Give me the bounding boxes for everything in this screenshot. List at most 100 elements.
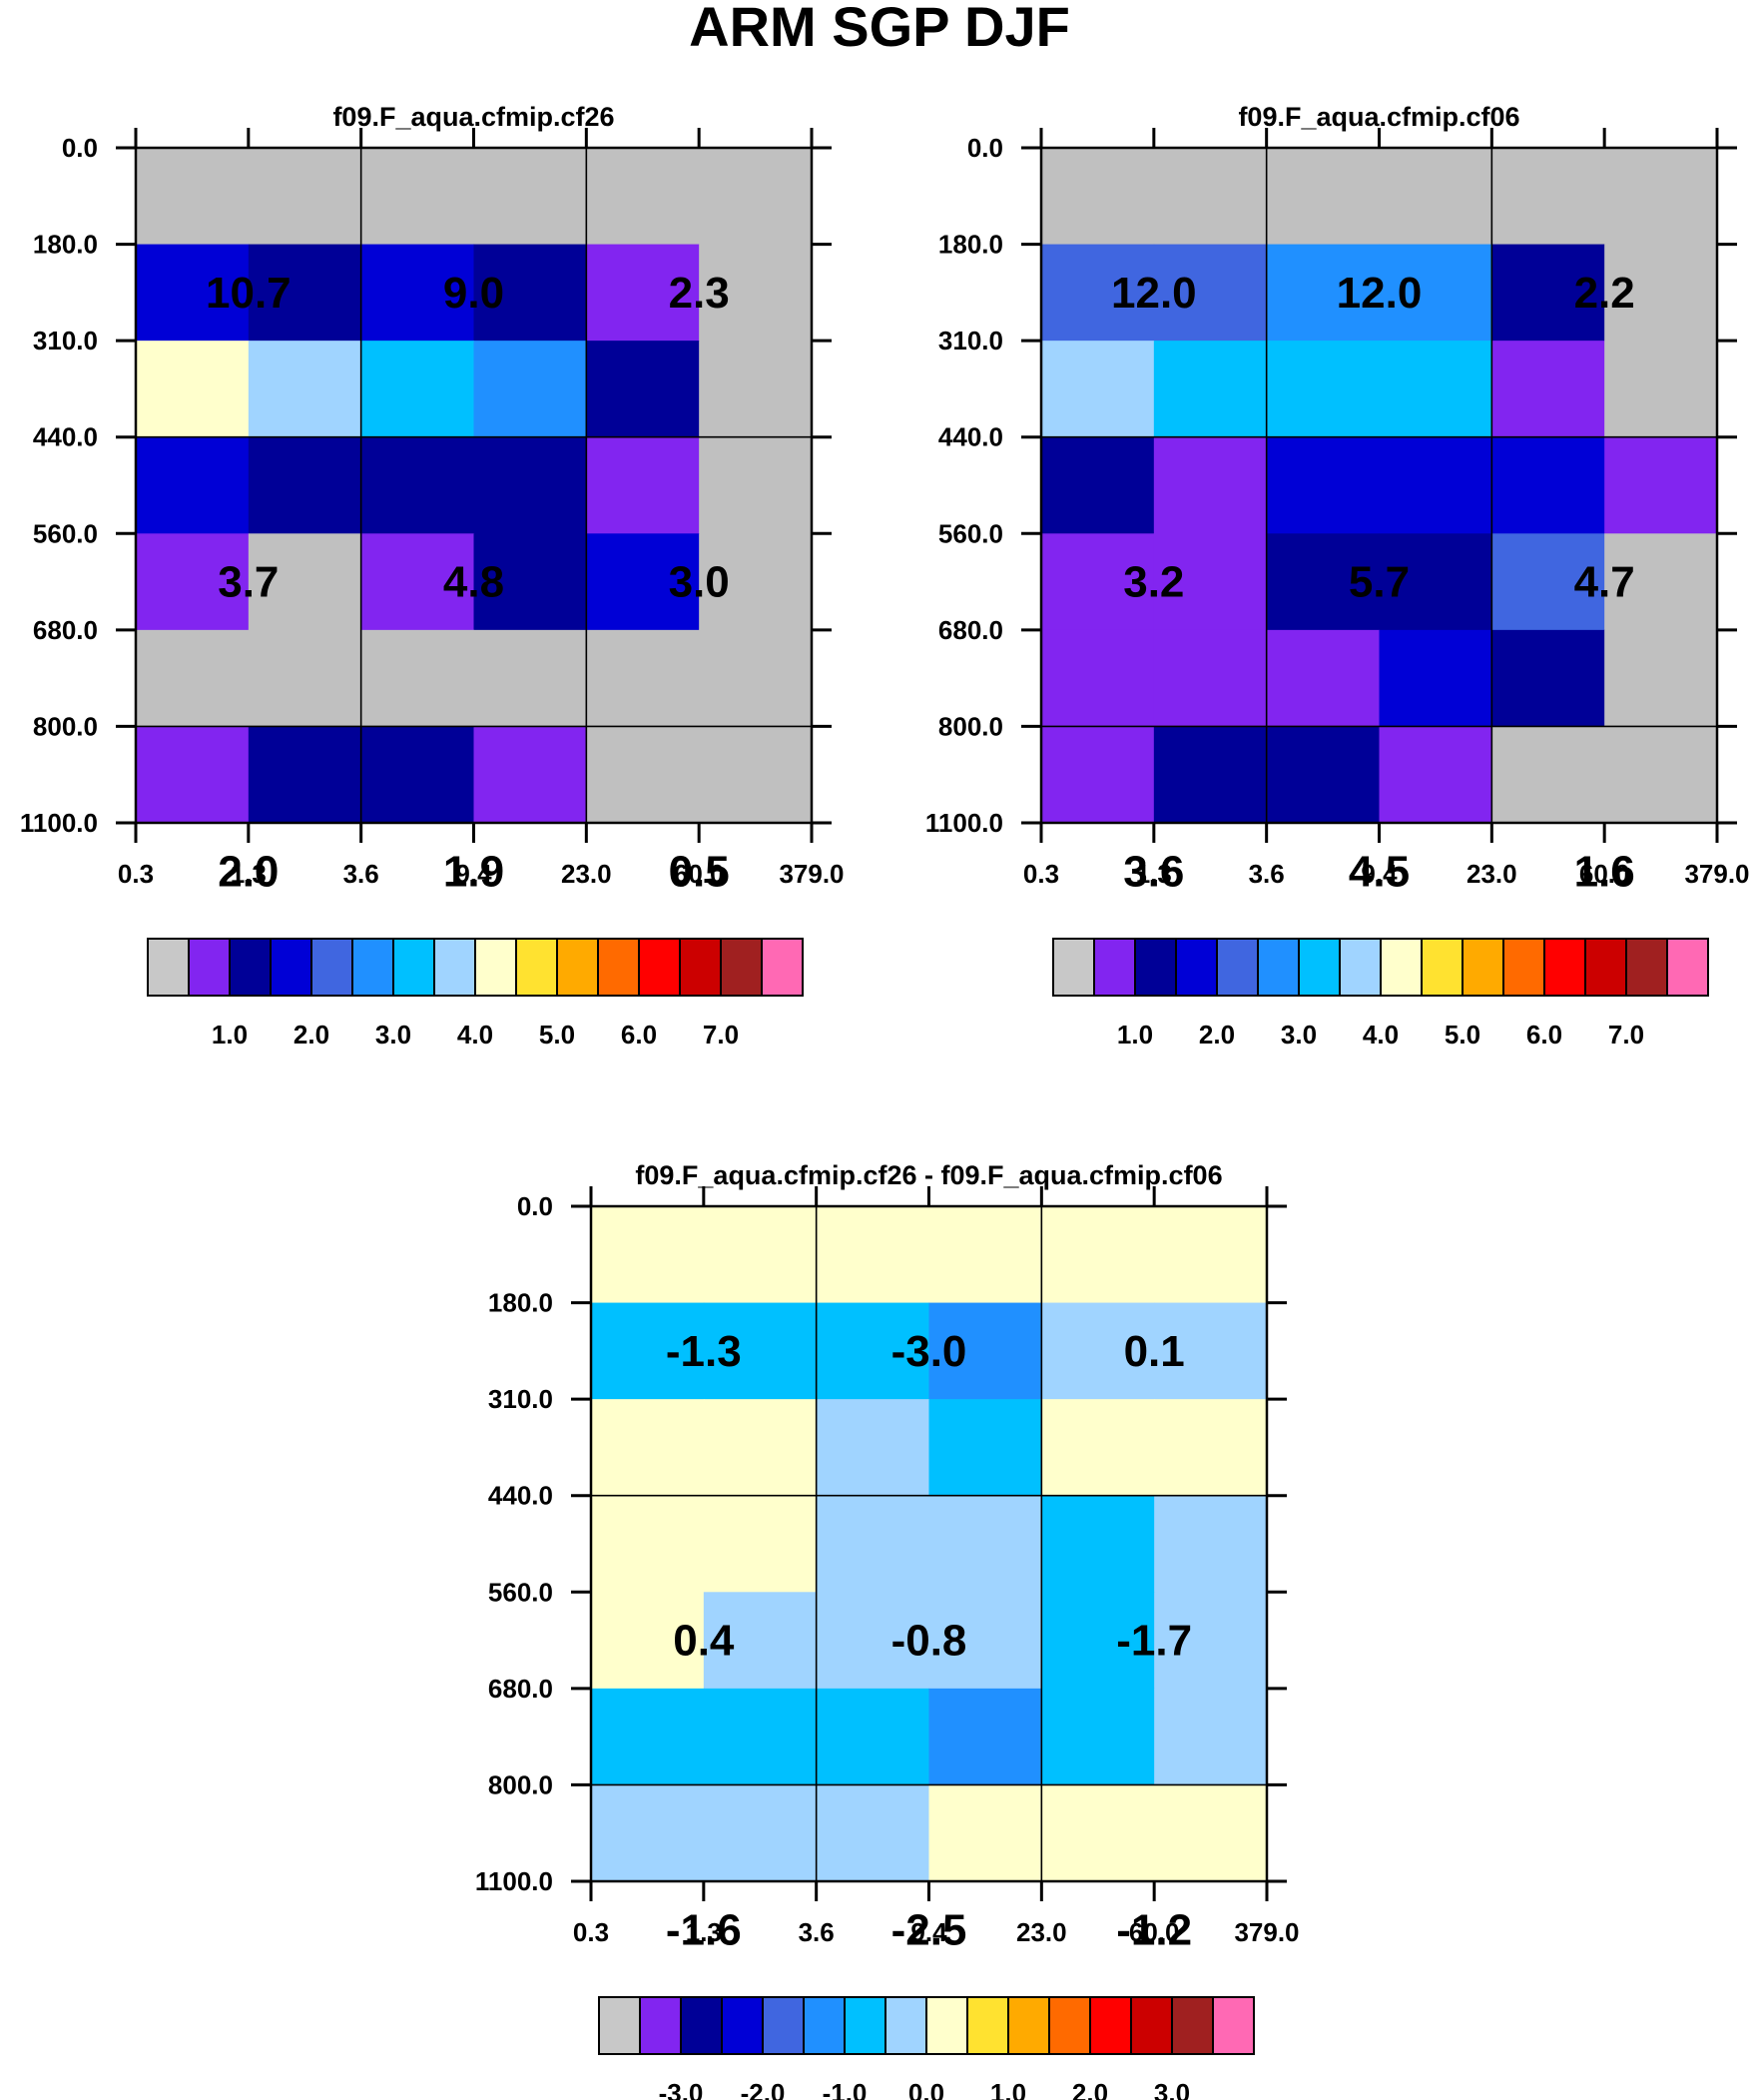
heatmap-cell — [591, 1302, 705, 1400]
heatmap-cell — [473, 436, 587, 534]
y-tick-label: 1100.0 — [925, 808, 1003, 838]
colorbar-label: 0.0 — [908, 2078, 944, 2100]
y-tick-label: 440.0 — [938, 422, 1003, 452]
y-tick-label: 560.0 — [488, 1577, 553, 1607]
cell-value-label: 4.8 — [443, 558, 504, 607]
colorbar-swatch — [1216, 938, 1259, 997]
colorbar-label: 1.0 — [212, 1020, 248, 1050]
heatmap-cell — [1041, 533, 1155, 631]
heatmap-cell — [1604, 533, 1718, 631]
cell-value-label: 4.5 — [1349, 847, 1410, 896]
heatmap-cell — [1604, 244, 1718, 342]
heatmap-cell — [699, 148, 813, 246]
x-tick-label: 9.4 — [910, 1917, 947, 1947]
colorbar: 1.0 2.0 3.0 4.0 5.0 6.0 7.0 — [1052, 938, 1709, 1050]
heatmap-cell — [1379, 726, 1492, 824]
heatmap-cell — [1153, 148, 1268, 246]
colorbar-label: 3.0 — [375, 1020, 411, 1050]
colorbar-swatch — [1584, 938, 1627, 997]
heatmap-cell — [703, 1302, 818, 1400]
heatmap-cell — [816, 1592, 930, 1690]
y-tick-label: 560.0 — [33, 518, 98, 548]
colorbar-swatch — [1175, 938, 1218, 997]
heatmap-cell — [1491, 533, 1605, 631]
y-tick-label: 180.0 — [33, 230, 98, 260]
heatmap-cell — [473, 244, 587, 342]
colorbar-swatch — [1093, 938, 1136, 997]
colorbar-label: 2.0 — [1072, 2078, 1108, 2100]
colorbar-swatch — [270, 938, 312, 997]
heatmap-cell — [1266, 629, 1381, 728]
colorbar-swatch — [721, 1996, 764, 2055]
colorbar: -3.0 -2.0 -1.0 0.0 1.0 2.0 3.0 — [598, 1996, 1255, 2100]
heatmap-cell — [1604, 341, 1718, 438]
heatmap-cell — [1379, 244, 1492, 342]
heatmap-cell — [1491, 436, 1605, 534]
heatmap-cell — [1154, 1302, 1268, 1400]
x-tick-label: 3.6 — [343, 859, 379, 889]
heatmap-cell — [1604, 148, 1718, 246]
heatmap-cell — [1154, 1206, 1268, 1304]
heatmap-cell — [1041, 1784, 1155, 1882]
heatmap-cell — [1041, 1495, 1155, 1593]
heatmap-cell — [1041, 1206, 1155, 1304]
cell-value-label: -1.3 — [666, 1327, 742, 1376]
colorbar-swatch — [1421, 938, 1464, 997]
colorbar-swatch — [762, 1996, 805, 2055]
heatmap-cell — [586, 629, 700, 728]
cell-value-label: 10.7 — [206, 269, 292, 318]
heatmap-cell — [928, 1688, 1042, 1786]
colorbar-swatch — [433, 938, 476, 997]
y-tick-label: 680.0 — [938, 615, 1003, 645]
heatmap-cell — [1379, 341, 1492, 438]
heatmap-cell — [703, 1206, 818, 1304]
cell-value-label: 12.0 — [1111, 269, 1197, 318]
heatmap-cell — [1266, 726, 1381, 824]
cell-value-label: 12.0 — [1337, 269, 1423, 318]
cell-value-label: -1.7 — [1116, 1617, 1192, 1666]
heatmap-cell — [1154, 1688, 1268, 1786]
colorbar-swatch — [639, 1996, 682, 2055]
heatmap-cell — [360, 436, 475, 534]
heatmap-cell — [699, 533, 813, 631]
colorbar-label: 3.0 — [1154, 2078, 1190, 2100]
heatmap-cell — [591, 1592, 705, 1690]
x-tick-label: 379.0 — [1234, 1917, 1299, 1947]
x-tick-label: 23.0 — [1016, 1917, 1067, 1947]
y-tick-label: 180.0 — [488, 1288, 553, 1318]
y-tick-label: 310.0 — [488, 1384, 553, 1414]
heatmap-cell — [928, 1784, 1042, 1882]
panel-title: f09.F_aqua.cfmip.cf26 - f09.F_aqua.cfmip… — [635, 1160, 1222, 1190]
heatmap-cell — [591, 1399, 705, 1497]
heatmap-cell — [591, 1495, 705, 1593]
y-tick-label: 180.0 — [938, 230, 1003, 260]
heatmap-cell — [1153, 341, 1268, 438]
y-tick-label: 1100.0 — [20, 808, 98, 838]
heatmap-cell — [1266, 533, 1381, 631]
heatmap-cell — [703, 1592, 818, 1690]
heatmap-cell — [360, 629, 475, 728]
panels: f09.F_aqua.cfmip.cf26 0.0 180.0 310.0 440.0 5… — [20, 102, 1750, 2100]
cell-value-label: -1.6 — [666, 1905, 742, 1954]
colorbar-swatch — [638, 938, 681, 997]
heatmap-cell — [136, 726, 250, 824]
colorbar-label: 7.0 — [1608, 1020, 1644, 1050]
heatmap-cell — [360, 244, 475, 342]
heatmap-cell — [360, 148, 475, 246]
heatmap-cell — [248, 244, 362, 342]
colorbar-label: -1.0 — [823, 2078, 868, 2100]
heatmap-cell — [816, 1495, 930, 1593]
x-tick-label: 1.3 — [1136, 859, 1172, 889]
heatmap-cell — [1491, 726, 1605, 824]
colorbar-swatch — [1543, 938, 1586, 997]
heatmap-cell — [1041, 1592, 1155, 1690]
heatmap-cell — [136, 244, 250, 342]
cell-value-label: 2.0 — [218, 847, 279, 896]
colorbar-swatch — [1052, 938, 1095, 997]
heatmap-cell — [1491, 341, 1605, 438]
colorbar-swatch — [1380, 938, 1423, 997]
heatmap-cell — [1041, 1302, 1155, 1400]
heatmap-cell — [360, 726, 475, 824]
cell-value-label: 0.4 — [673, 1617, 735, 1666]
x-tick-label: 379.0 — [1684, 859, 1749, 889]
